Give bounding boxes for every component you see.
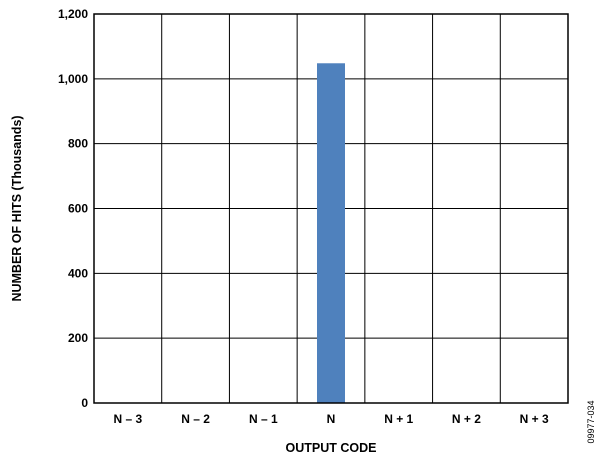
y-tick-label: 1,200 xyxy=(58,7,88,21)
bar xyxy=(317,63,345,403)
y-tick-label: 600 xyxy=(68,202,88,216)
x-tick-label: N + 3 xyxy=(520,412,549,426)
x-tick-label: N + 1 xyxy=(384,412,413,426)
y-axis-tick-labels: 0 200 400 600 800 1,000 1,200 xyxy=(58,7,88,410)
bar-series xyxy=(317,63,345,403)
x-tick-label: N xyxy=(327,412,336,426)
x-tick-label: N – 3 xyxy=(114,412,143,426)
y-tick-label: 800 xyxy=(68,137,88,151)
y-tick-label: 400 xyxy=(68,266,88,280)
y-tick-label: 0 xyxy=(81,396,88,410)
figure-code: 09977-034 xyxy=(586,400,596,443)
x-axis-tick-labels: N – 3 N – 2 N – 1 N N + 1 N + 2 N + 3 xyxy=(114,412,549,426)
x-tick-label: N – 2 xyxy=(181,412,210,426)
y-tick-label: 200 xyxy=(68,331,88,345)
x-tick-label: N – 1 xyxy=(249,412,278,426)
y-axis-title: NUMBER OF HITS (Thousands) xyxy=(10,115,24,301)
x-tick-label: N + 2 xyxy=(452,412,481,426)
x-axis-title: OUTPUT CODE xyxy=(286,441,377,455)
plot-frame xyxy=(93,13,569,404)
y-tick-label: 1,000 xyxy=(58,72,88,86)
